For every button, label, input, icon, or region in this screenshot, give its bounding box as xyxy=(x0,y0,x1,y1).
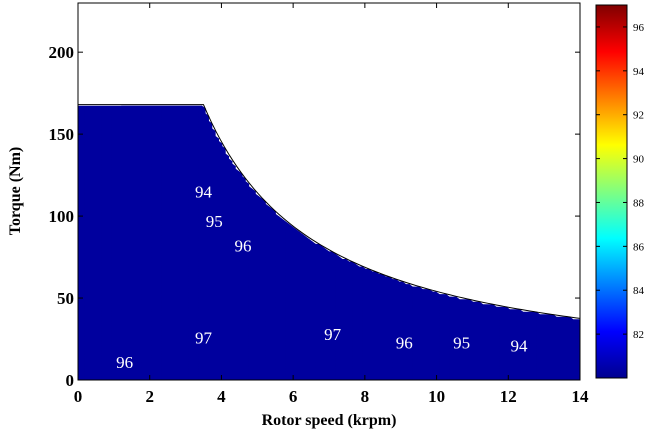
contour-label: 96 xyxy=(234,237,251,256)
contour-label: 97 xyxy=(195,328,213,347)
x-axis: 0 2 4 6 8 10 12 14 xyxy=(74,3,589,406)
y-tick-label: 50 xyxy=(57,289,74,308)
colorbar-tick-label: 84 xyxy=(633,285,645,297)
y-tick-label: 200 xyxy=(49,43,75,62)
colorbar-tick-label: 94 xyxy=(633,66,645,78)
x-tick-label: 14 xyxy=(572,387,590,406)
y-axis: 0 50 100 150 200 xyxy=(49,43,580,390)
colorbar-ticks: 82 84 86 88 90 92 94 96 xyxy=(596,22,645,341)
contour-label: 96 xyxy=(116,353,133,372)
y-tick-label: 150 xyxy=(49,125,75,144)
contour-fill-group xyxy=(78,104,580,380)
contour-label: 94 xyxy=(195,183,213,202)
colorbar-tick-label: 92 xyxy=(633,110,644,122)
contour-label: 95 xyxy=(206,212,223,231)
colorbar-gradient xyxy=(595,4,628,379)
x-tick-label: 2 xyxy=(145,387,154,406)
colorbar-tick-label: 90 xyxy=(633,154,645,166)
colorbar-tick-label: 86 xyxy=(633,241,645,253)
x-tick-label: 12 xyxy=(500,387,517,406)
x-tick-label: 8 xyxy=(361,387,370,406)
contour-band xyxy=(78,105,580,380)
plot-frame xyxy=(77,2,581,381)
x-tick-label: 10 xyxy=(428,387,445,406)
contour-label: 96 xyxy=(396,333,413,352)
contour-labels: 94 95 96 97 97 96 95 94 96 xyxy=(116,183,528,372)
y-tick-label: 100 xyxy=(49,207,75,226)
y-axis-title: Torque (Nm) xyxy=(7,147,24,235)
x-axis-title: Rotor speed (krpm) xyxy=(262,412,397,429)
contour-label: 95 xyxy=(453,333,470,352)
contour-label: 94 xyxy=(511,337,529,356)
colorbar-tick-label: 82 xyxy=(633,329,644,341)
x-tick-label: 0 xyxy=(74,387,83,406)
y-tick-label: 0 xyxy=(66,371,75,390)
colorbar-tick-label: 88 xyxy=(633,197,645,209)
torque-limit-line xyxy=(78,104,580,380)
x-tick-label: 4 xyxy=(217,387,226,406)
contour-label: 97 xyxy=(324,325,342,344)
colorbar-tick-label: 96 xyxy=(633,22,645,34)
x-tick-label: 6 xyxy=(289,387,298,406)
colorbar: 82 84 86 88 90 92 94 96 xyxy=(595,4,645,379)
